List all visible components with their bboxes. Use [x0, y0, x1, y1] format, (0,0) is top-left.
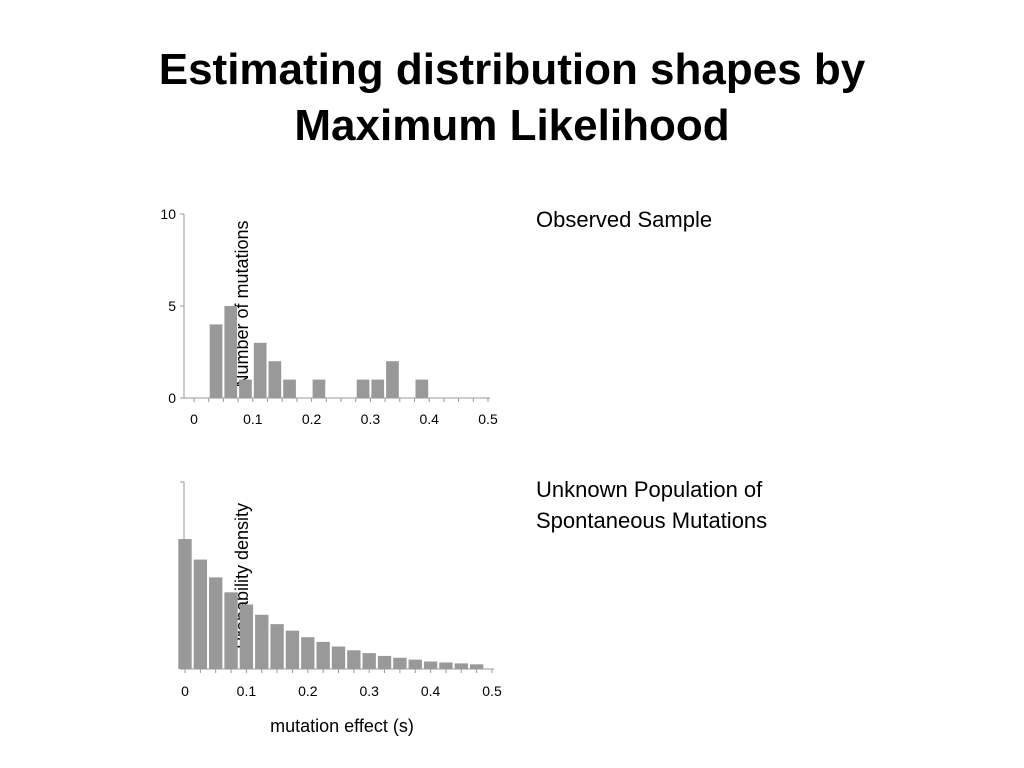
histogram-bar — [454, 663, 468, 669]
y-tick-label: 5 — [168, 298, 176, 314]
histogram-bar — [408, 659, 422, 669]
histogram-bar — [386, 361, 399, 398]
histogram-bar — [239, 604, 254, 669]
x-tick-label: 0.3 — [359, 683, 379, 699]
population-density-histogram: Probability density mutation effect (s) … — [178, 481, 502, 736]
histogram-bar — [285, 630, 300, 669]
histogram-bar — [331, 646, 346, 669]
slide-title: Estimating distribution shapes by Maximu… — [0, 42, 1024, 154]
caption-population-line-1: Unknown Population of — [536, 477, 763, 502]
slide-title-line-2: Maximum Likelihood — [294, 101, 730, 150]
x-tick-label: 0.5 — [482, 683, 502, 699]
x-tick-label: 0.1 — [243, 411, 263, 427]
histogram-bar — [193, 559, 208, 669]
caption-unknown-population: Unknown Population of Spontaneous Mutati… — [536, 474, 767, 536]
caption-observed-sample: Observed Sample — [536, 207, 713, 232]
histogram-bar — [356, 379, 370, 398]
x-tick-label: 0.1 — [237, 683, 257, 699]
histogram-bar — [439, 662, 453, 669]
histogram-bar — [377, 655, 392, 669]
histogram-bar — [255, 614, 269, 669]
caption-population-line-2: Spontaneous Mutations — [536, 508, 768, 533]
histogram-bar — [224, 306, 238, 398]
histogram-bar — [239, 379, 252, 398]
y-tick-label: 10 — [160, 206, 176, 222]
histogram-bar — [423, 661, 438, 669]
histogram-bar — [469, 664, 484, 669]
x-tick-label: 0 — [181, 683, 189, 699]
histogram-bar — [393, 657, 407, 669]
histogram-bar — [415, 379, 429, 398]
histogram-bar — [270, 624, 284, 669]
histogram-bar — [209, 324, 223, 398]
x-tick-label: 0.4 — [419, 411, 439, 427]
x-axis-label: mutation effect (s) — [270, 716, 414, 736]
histogram-bar — [268, 361, 282, 398]
x-tick-label: 0.5 — [478, 411, 498, 427]
x-tick-label: 0.2 — [302, 411, 322, 427]
histogram-bar — [312, 379, 326, 398]
x-tick-label: 0.2 — [298, 683, 318, 699]
histogram-bar — [347, 650, 361, 669]
slide-title-line-1: Estimating distribution shapes by — [158, 45, 866, 94]
histogram-bar — [283, 379, 296, 398]
x-tick-label: 0.4 — [421, 683, 441, 699]
x-tick-label: 0.3 — [361, 411, 381, 427]
histogram-bar — [224, 592, 238, 669]
histogram-bar — [362, 653, 376, 669]
histogram-bar — [253, 342, 267, 398]
y-tick-label: 0 — [168, 390, 176, 406]
histogram-bar — [178, 539, 192, 669]
x-tick-label: 0 — [190, 411, 198, 427]
histogram-bar — [316, 641, 330, 669]
histogram-bar — [301, 637, 315, 669]
histogram-bar — [209, 577, 223, 669]
histogram-bar — [371, 379, 385, 398]
